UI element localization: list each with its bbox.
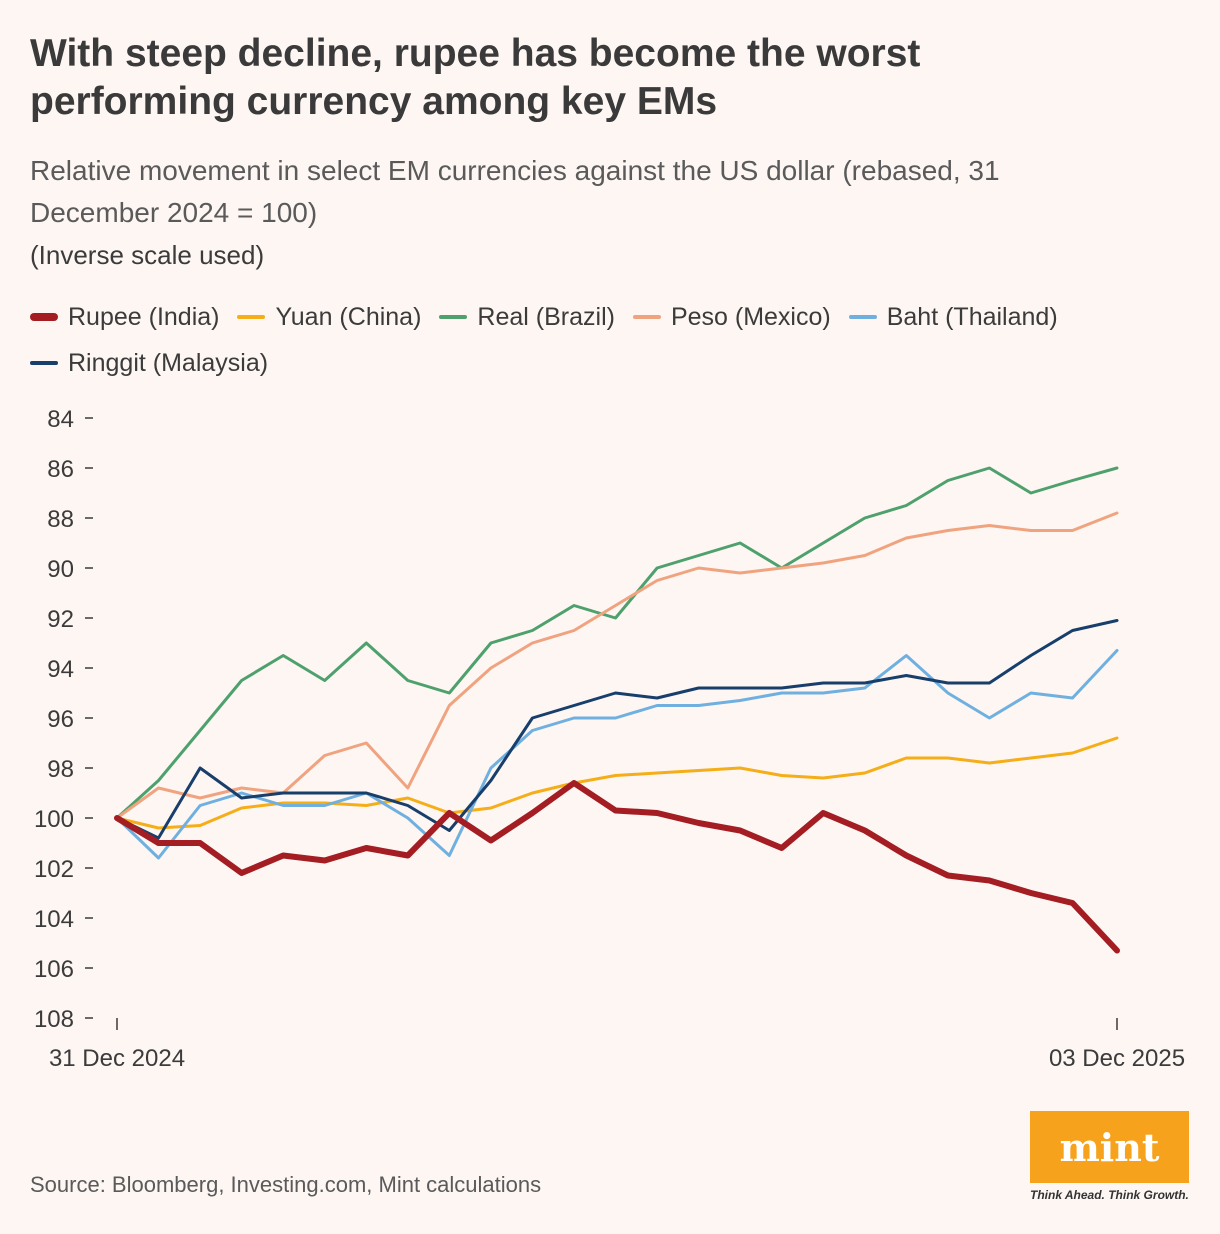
legend-item-0: Rupee (India)	[30, 300, 219, 334]
legend-swatch	[237, 315, 266, 319]
legend-swatch	[30, 361, 58, 365]
legend-swatch	[848, 315, 877, 319]
y-tick-label: 98	[47, 756, 74, 783]
legend-label: Baht (Thailand)	[886, 302, 1058, 331]
legend-label: Ringgit (Malaysia)	[68, 348, 269, 377]
logo-tagline: Think Ahead. Think Growth.	[1030, 1188, 1189, 1202]
y-tick-label: 104	[34, 906, 74, 933]
series-line-1	[115, 736, 1119, 830]
legend-label: Peso (Mexico)	[670, 302, 831, 331]
legend-swatch	[30, 313, 58, 321]
chart-title: With steep decline, rupee has become the…	[30, 32, 921, 123]
y-tick-label: 102	[34, 856, 74, 883]
y-tick-label: 94	[47, 656, 74, 683]
chart-subtitle: Relative movement in select EM currencie…	[30, 155, 1000, 228]
inverse-scale-note: (Inverse scale used)	[30, 240, 265, 270]
y-tick-label: 86	[47, 456, 74, 483]
y-tick-label: 92	[47, 606, 74, 633]
y-tick-label: 84	[47, 406, 74, 433]
series-line-5	[115, 619, 1119, 840]
legend-item-3: Peso (Mexico)	[632, 300, 831, 334]
y-tick-label: 88	[47, 506, 74, 533]
legend-swatch	[632, 315, 661, 319]
x-tick-label: 03 Dec 2025	[1049, 1045, 1185, 1072]
x-tick-label: 31 Dec 2024	[49, 1045, 185, 1072]
legend: Rupee (India) Yuan (China) Real (Brazil) Pe…	[30, 300, 1180, 380]
y-tick-label: 100	[34, 806, 74, 833]
legend-label: Yuan (China)	[275, 302, 422, 331]
mint-logo: mint	[1030, 1111, 1189, 1183]
legend-item-1: Yuan (China)	[237, 300, 421, 334]
y-tick-label: 90	[47, 556, 74, 583]
line-chart: 84 86 88 90 92 94 96 98 100 102 104 106 108 31 Dec 20…	[34, 406, 1185, 1072]
legend-label: Real (Brazil)	[477, 302, 615, 331]
series-line-0	[114, 780, 1120, 954]
legend-item-5: Ringgit (Malaysia)	[30, 346, 268, 380]
legend-label: Rupee (India)	[68, 302, 220, 331]
y-tick-label: 96	[47, 706, 74, 733]
series-line-4	[115, 649, 1119, 860]
logo-text: mint	[1059, 1124, 1160, 1170]
source-note: Source: Bloomberg, Investing.com, Mint c…	[30, 1172, 542, 1197]
y-tick-label: 108	[34, 1006, 74, 1033]
y-tick-label: 106	[34, 956, 74, 983]
legend-swatch	[439, 315, 468, 319]
series-line-2	[115, 466, 1119, 820]
legend-item-4: Baht (Thailand)	[848, 300, 1058, 334]
legend-item-2: Real (Brazil)	[439, 300, 615, 334]
